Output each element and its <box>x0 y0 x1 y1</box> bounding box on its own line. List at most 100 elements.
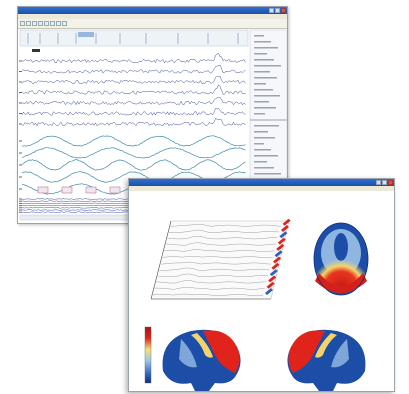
channel-label <box>19 123 22 125</box>
channel-list-item[interactable] <box>254 107 276 109</box>
stacked-waveform <box>160 262 272 265</box>
stacked-waveform <box>157 273 268 277</box>
channel-list-item[interactable] <box>254 167 274 169</box>
stacked-waveform <box>156 280 267 284</box>
save-icon[interactable] <box>26 21 31 26</box>
minimize-icon[interactable] <box>376 180 381 185</box>
filter-icon[interactable] <box>62 21 67 26</box>
topo-menubar <box>129 186 394 191</box>
channel-label <box>19 81 22 83</box>
head-map-left-view[interactable] <box>162 329 241 391</box>
topo-titlebar[interactable] <box>129 179 394 186</box>
channel-marker <box>269 269 278 277</box>
close-icon[interactable] <box>281 8 286 13</box>
channel-label <box>19 92 22 93</box>
stacked-waveform <box>164 249 275 252</box>
channel-list-item[interactable] <box>254 71 270 73</box>
channel-list-item[interactable] <box>254 143 264 145</box>
timeline-ruler <box>27 33 239 44</box>
page-label <box>32 49 40 52</box>
annotation-box[interactable] <box>85 186 97 194</box>
channel-marker <box>276 243 285 251</box>
stacked-waveform <box>159 267 270 271</box>
annotation-box[interactable] <box>37 186 49 194</box>
channel-label <box>19 152 22 154</box>
maximize-icon[interactable] <box>275 8 280 13</box>
channel-marker <box>274 250 283 258</box>
channel-list-item[interactable] <box>254 77 277 79</box>
eeg-channel-trace <box>21 65 246 74</box>
channel-list-item[interactable] <box>254 35 264 37</box>
head-map-right-view[interactable] <box>287 329 366 391</box>
channel-label <box>19 164 22 166</box>
channel-list-item[interactable] <box>254 83 266 85</box>
colorbar <box>144 326 152 384</box>
channel-label <box>19 207 22 209</box>
channel-list-item[interactable] <box>254 95 280 97</box>
channel-marker <box>268 275 277 283</box>
eeg-channel-trace <box>21 118 246 127</box>
print-icon[interactable] <box>32 21 37 26</box>
channel-label <box>19 140 22 142</box>
channel-list-item[interactable] <box>254 113 265 115</box>
stacked-waveform <box>162 256 273 258</box>
channel-marker <box>265 288 273 295</box>
channel-list-item[interactable] <box>254 125 279 127</box>
head-map-top-view[interactable] <box>313 222 369 296</box>
channel-marker <box>277 237 286 245</box>
eeg-toolbar <box>18 19 287 29</box>
channel-list-item[interactable] <box>254 155 278 157</box>
channel-label <box>19 202 22 204</box>
stacked-waveform <box>165 242 276 246</box>
channel-label <box>19 211 22 213</box>
stacked-waveform <box>168 229 280 233</box>
channel-list-item[interactable] <box>254 173 281 175</box>
play-icon[interactable] <box>44 21 49 26</box>
open-icon[interactable] <box>20 21 25 26</box>
stacked-erp-plot <box>150 218 291 300</box>
eeg-channel-trace <box>21 159 246 171</box>
eeg-channel-trace <box>21 147 246 159</box>
eeg-channel-trace <box>21 135 246 147</box>
channel-label <box>19 60 22 62</box>
topography-canvas <box>144 218 369 391</box>
stacked-waveform <box>154 286 265 290</box>
topography-window <box>128 178 395 392</box>
channel-list-item[interactable] <box>254 137 275 139</box>
channel-list-item[interactable] <box>254 161 267 163</box>
zoom-icon[interactable] <box>38 21 43 26</box>
minimize-icon[interactable] <box>269 8 274 13</box>
eeg-menubar <box>18 14 287 19</box>
eeg-titlebar[interactable] <box>18 7 287 14</box>
channel-label <box>19 113 22 114</box>
eeg-channel-trace <box>21 96 246 106</box>
channel-marker <box>271 262 280 270</box>
channel-list-item[interactable] <box>254 47 278 49</box>
eeg-channel-trace <box>21 52 246 64</box>
maximize-icon[interactable] <box>382 180 387 185</box>
channel-marker <box>273 256 281 264</box>
close-icon[interactable] <box>388 180 393 185</box>
channel-list-item[interactable] <box>254 53 267 55</box>
channel-label <box>19 209 22 211</box>
annotation-box[interactable] <box>109 186 121 194</box>
annotation-box[interactable] <box>61 186 73 194</box>
channel-list-item[interactable] <box>254 149 271 151</box>
channel-list-item[interactable] <box>254 59 274 61</box>
channel-list-item[interactable] <box>254 131 268 133</box>
channel-list-item[interactable] <box>254 89 273 91</box>
stop-icon[interactable] <box>50 21 55 26</box>
channel-label <box>19 71 22 72</box>
channel-label <box>19 102 22 104</box>
channel-label <box>19 198 22 200</box>
eeg-channel-trace <box>21 75 246 85</box>
channel-list-item[interactable] <box>254 101 269 103</box>
event-marker[interactable] <box>78 32 94 37</box>
eeg-channel-trace <box>21 84 246 95</box>
channel-marker <box>266 281 275 289</box>
channel-marker <box>282 218 291 226</box>
channel-list-item[interactable] <box>254 41 271 43</box>
montage-icon[interactable] <box>56 21 61 26</box>
channel-label <box>19 176 22 178</box>
channel-list-item[interactable] <box>254 65 281 67</box>
